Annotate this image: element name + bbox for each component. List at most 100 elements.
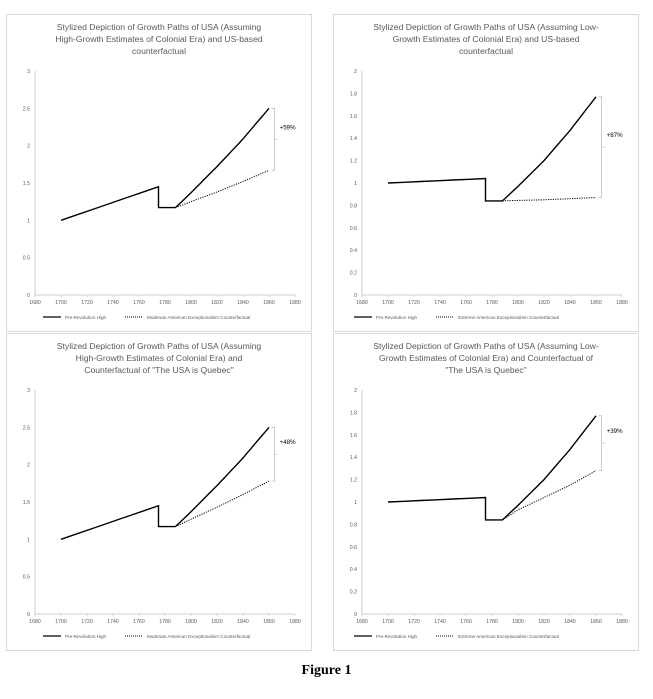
difference-bracket [271, 107, 278, 171]
x-tick-label: 1800 [512, 300, 524, 306]
x-tick-label: 1840 [564, 619, 576, 625]
difference-bracket [271, 426, 278, 482]
y-tick-label: 2 [354, 69, 357, 75]
y-tick-label: 0.5 [23, 256, 30, 262]
x-tick-label: 1700 [55, 300, 67, 306]
x-tick-label: 1880 [616, 300, 628, 306]
y-tick-label: 0 [354, 293, 357, 299]
x-tick-label: 1680 [356, 619, 368, 625]
x-tick-label: 1840 [237, 619, 249, 625]
x-tick-label: 1780 [159, 619, 171, 625]
legend-label: Pre-Revolution High [65, 315, 107, 320]
y-tick-label: 0 [354, 612, 357, 618]
y-tick-label: 1.5 [23, 500, 30, 506]
legend-label: Extreme American Exceptionalism Counterf… [458, 634, 559, 639]
x-tick-label: 1820 [211, 300, 223, 306]
y-tick-label: 3 [27, 388, 30, 394]
y-tick-label: 2.5 [23, 425, 30, 431]
y-tick-label: 1 [27, 537, 30, 543]
y-tick-label: 1.5 [23, 181, 30, 187]
bracket-line [598, 415, 605, 472]
x-tick-label: 1680 [29, 619, 41, 625]
chart-title-line: Growth Estimates of Colonial Era) and US… [392, 34, 580, 44]
chart-title: Stylized Depiction of Growth Paths of US… [11, 340, 307, 376]
x-tick-label: 1740 [107, 300, 119, 306]
x-tick-label: 1680 [29, 300, 41, 306]
chart-title: Stylized Depiction of Growth Paths of US… [338, 340, 634, 376]
x-tick-label: 1820 [211, 619, 223, 625]
y-tick-label: 2 [27, 144, 30, 150]
y-tick-label: 0.6 [350, 226, 357, 232]
x-tick-label: 1760 [460, 300, 472, 306]
chart-plot: 0 0.5 1 1.5 2 2.5 3 1680 1700 1720 1740 1760 1780 180… [23, 69, 301, 320]
y-tick-label: 1 [354, 181, 357, 187]
chart-title-line: High-Growth Estimates of Colonial Era) a… [75, 353, 243, 363]
chart-title-line: High-Growth Estimates of Colonial Era) a… [55, 34, 263, 44]
x-tick-label: 1780 [486, 619, 498, 625]
x-tick-label: 1820 [538, 300, 550, 306]
x-tick-label: 1880 [616, 619, 628, 625]
bracket-line [598, 96, 605, 198]
x-tick-label: 1800 [185, 619, 197, 625]
chart-title: Stylized Depiction of Growth Paths of US… [338, 21, 634, 57]
chart-title-line: "The USA is Quebec" [445, 365, 527, 375]
series-line-counterfactual [502, 197, 597, 202]
x-tick-label: 1720 [408, 619, 420, 625]
x-tick-label: 1840 [237, 300, 249, 306]
chart-panel-2: Stylized Depiction of Growth Paths of US… [333, 14, 639, 332]
chart-title-line: counterfactual [132, 46, 186, 56]
chart-title-line: Counterfactual of "The USA is Quebec" [84, 365, 234, 375]
y-tick-label: 0.2 [350, 590, 357, 596]
y-tick-label: 1 [27, 218, 30, 224]
x-tick-label: 1800 [512, 619, 524, 625]
x-tick-label: 1740 [107, 619, 119, 625]
y-tick-label: 0.5 [23, 575, 30, 581]
legend-label: Pre-Revolution High [376, 315, 418, 320]
x-tick-label: 1860 [263, 619, 275, 625]
series-line-pre-revolution [60, 107, 270, 221]
y-tick-label: 1.8 [350, 410, 357, 416]
difference-bracket [598, 415, 605, 472]
chart-title-line: counterfactual [459, 46, 513, 56]
x-tick-label: 1860 [263, 300, 275, 306]
chart-title-line: Growth Estimates of Colonial Era) and Co… [379, 353, 593, 363]
y-tick-label: 0.2 [350, 271, 357, 277]
difference-bracket [598, 96, 605, 198]
x-tick-label: 1720 [81, 619, 93, 625]
x-tick-label: 1740 [434, 619, 446, 625]
series-line-counterfactual [502, 470, 597, 521]
chart-plot: 0 0.5 1 1.5 2 2.5 3 1680 1700 1720 1740 1760 1780 180… [23, 388, 301, 639]
y-tick-label: 1.6 [350, 114, 357, 120]
x-tick-label: 1700 [55, 619, 67, 625]
series-line-pre-revolution [60, 426, 270, 540]
chart-title-line: Stylized Depiction of Growth Paths of US… [373, 22, 599, 32]
chart-plot: 0 0.2 0.4 0.6 0.8 1 1.2 1.4 1.6 1.8 2 1680 1700 1720 1… [350, 388, 628, 639]
y-tick-label: 2.5 [23, 106, 30, 112]
y-tick-label: 1.2 [350, 159, 357, 165]
legend-label: Pre-Revolution High [376, 634, 418, 639]
y-tick-label: 1.8 [350, 91, 357, 97]
series-line-counterfactual [175, 480, 270, 528]
x-tick-label: 1780 [486, 300, 498, 306]
chart-title-line: Stylized Depiction of Growth Paths of US… [56, 22, 262, 32]
y-tick-label: 1.4 [350, 136, 357, 142]
legend-label: Moderate American Exceptionalism Counter… [147, 315, 250, 320]
x-tick-label: 1720 [81, 300, 93, 306]
x-tick-label: 1760 [460, 619, 472, 625]
x-tick-label: 1740 [434, 300, 446, 306]
x-tick-label: 1800 [185, 300, 197, 306]
y-tick-label: 2 [27, 463, 30, 469]
series-line-pre-revolution [387, 415, 597, 521]
difference-annotation: +48% [280, 439, 296, 446]
legend-label: Extreme American Exceptionalism Counterf… [458, 315, 559, 320]
chart-title-line: Stylized Depiction of Growth Paths of US… [56, 341, 262, 351]
y-tick-label: 1 [354, 500, 357, 506]
x-tick-label: 1760 [133, 619, 145, 625]
y-tick-label: 2 [354, 388, 357, 394]
difference-annotation: +87% [607, 132, 623, 139]
y-tick-label: 3 [27, 69, 30, 75]
difference-annotation: +59% [280, 124, 296, 131]
x-tick-label: 1880 [289, 300, 301, 306]
series-line-counterfactual [175, 169, 270, 209]
y-tick-label: 1.2 [350, 478, 357, 484]
